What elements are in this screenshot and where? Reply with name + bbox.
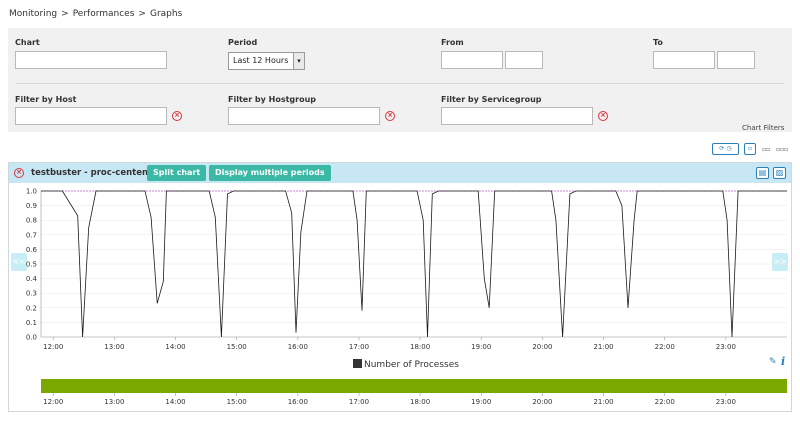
y-tick-label: 0.5: [26, 261, 37, 269]
navigator-tick-label: 18:00: [410, 398, 430, 406]
info-icon[interactable]: i: [781, 355, 786, 368]
series-line-number-of-processes: [41, 190, 787, 338]
y-tick-label: 1.0: [26, 188, 37, 196]
hostgroup-filter-label: Filter by Hostgroup: [228, 95, 317, 104]
x-tick-label: 18:00: [410, 343, 430, 351]
x-tick-label: 12:00: [43, 343, 63, 351]
legend-label: Number of Processes: [364, 360, 459, 370]
clear-servicegroup-icon[interactable]: ×: [598, 111, 608, 121]
chart-label: Chart: [15, 38, 40, 47]
graph-panel-header: × testbuster - proc-centengine Split cha…: [9, 163, 791, 183]
navigator-tick-label: 20:00: [532, 398, 552, 406]
x-tick-label: 13:00: [104, 343, 124, 351]
filter-divider: [16, 83, 784, 84]
edit-icon[interactable]: ✎: [769, 357, 777, 367]
multiple-periods-button[interactable]: Display multiple periods: [209, 165, 331, 181]
legend-item[interactable]: Number of Processes: [353, 359, 459, 370]
period-label: Period: [228, 38, 258, 47]
y-tick-label: 0.3: [26, 290, 37, 298]
graph-panel: × testbuster - proc-centengine Split cha…: [8, 162, 792, 412]
y-tick-label: 0.6: [26, 246, 38, 254]
y-tick-label: 0.8: [26, 217, 37, 225]
close-graph-icon[interactable]: ×: [14, 168, 24, 178]
x-tick-label: 16:00: [288, 343, 308, 351]
clear-hostgroup-icon[interactable]: ×: [385, 111, 395, 121]
navigator-tick-label: 21:00: [593, 398, 613, 406]
to-label: To: [653, 38, 663, 47]
breadcrumb-separator: >: [138, 9, 146, 19]
x-tick-label: 22:00: [655, 343, 675, 351]
from-label: From: [441, 38, 464, 47]
layout-triple-icon[interactable]: ▫▫▫: [776, 146, 789, 153]
hostgroup-filter-input[interactable]: [228, 107, 380, 125]
split-chart-button[interactable]: Split chart: [147, 165, 207, 181]
breadcrumb-graphs[interactable]: Graphs: [149, 9, 183, 19]
from-date-input[interactable]: [441, 51, 503, 69]
host-filter-input[interactable]: [15, 107, 167, 125]
to-time-input[interactable]: [717, 51, 755, 69]
y-tick-label: 0.2: [26, 304, 37, 312]
navigator-tick-label: 13:00: [104, 398, 124, 406]
y-tick-label: 0.9: [26, 202, 37, 210]
clear-host-icon[interactable]: ×: [172, 111, 182, 121]
refresh-controls[interactable]: ⟳ ◷: [712, 143, 739, 155]
period-select-value: Last 12 Hours: [233, 56, 289, 65]
x-tick-label: 21:00: [593, 343, 613, 351]
x-tick-label: 20:00: [532, 343, 552, 351]
legend-swatch: [353, 359, 362, 368]
x-tick-label: 19:00: [471, 343, 491, 351]
breadcrumb-performances[interactable]: Performances: [72, 9, 135, 19]
y-tick-label: 0.4: [26, 275, 38, 283]
x-tick-label: 17:00: [349, 343, 369, 351]
breadcrumb: Monitoring > Performances > Graphs: [9, 9, 182, 19]
navigator-tick-label: 23:00: [716, 398, 736, 406]
breadcrumb-separator: >: [61, 9, 69, 19]
navigator-tick-label: 14:00: [165, 398, 185, 406]
navigator-tick-label: 17:00: [349, 398, 369, 406]
layout-single-icon[interactable]: ▫: [744, 143, 756, 155]
host-filter-label: Filter by Host: [15, 95, 77, 104]
servicegroup-filter-input[interactable]: [441, 107, 593, 125]
graph-title: testbuster - proc-centengine: [31, 168, 169, 178]
x-tick-label: 14:00: [165, 343, 185, 351]
from-time-input[interactable]: [505, 51, 543, 69]
y-tick-label: 0.1: [26, 319, 37, 327]
y-tick-label: 0.7: [26, 231, 37, 239]
period-select[interactable]: Last 12 Hours ▾: [228, 52, 305, 70]
layout-double-icon[interactable]: ▫▫: [762, 146, 771, 153]
x-tick-label: 15:00: [227, 343, 247, 351]
navigator-tick-label: 22:00: [655, 398, 675, 406]
chevron-down-icon: ▾: [293, 53, 304, 69]
to-date-input[interactable]: [653, 51, 715, 69]
y-tick-label: 0.0: [26, 334, 37, 342]
x-tick-label: 23:00: [716, 343, 736, 351]
next-period-button[interactable]: >>: [772, 253, 788, 271]
servicegroup-filter-label: Filter by Servicegroup: [441, 95, 542, 104]
filter-panel: Chart Period Last 12 Hours ▾ From To Fil…: [8, 28, 792, 132]
navigator-tick-label: 16:00: [288, 398, 308, 406]
csv-export-icon[interactable]: ▤: [756, 167, 769, 179]
navigator-tick-label: 19:00: [471, 398, 491, 406]
chart-filters-toggle[interactable]: Chart Filters: [742, 124, 785, 132]
image-export-icon[interactable]: ▨: [773, 167, 786, 179]
navigator-bar[interactable]: [41, 379, 787, 393]
chart-input[interactable]: [15, 51, 167, 69]
line-chart: 0.0 0.1 0.2 0.3 0.4 0.5 0.6 0.7 0.8 0.9 1.0 12:00 1…: [26, 188, 787, 406]
navigator-tick-label: 12:00: [43, 398, 63, 406]
navigator-tick-label: 15:00: [227, 398, 247, 406]
timer-icon[interactable]: ◷: [726, 145, 732, 152]
refresh-icon[interactable]: ⟳: [719, 145, 725, 152]
previous-period-button[interactable]: <<: [11, 253, 27, 271]
breadcrumb-monitoring[interactable]: Monitoring: [9, 9, 58, 19]
